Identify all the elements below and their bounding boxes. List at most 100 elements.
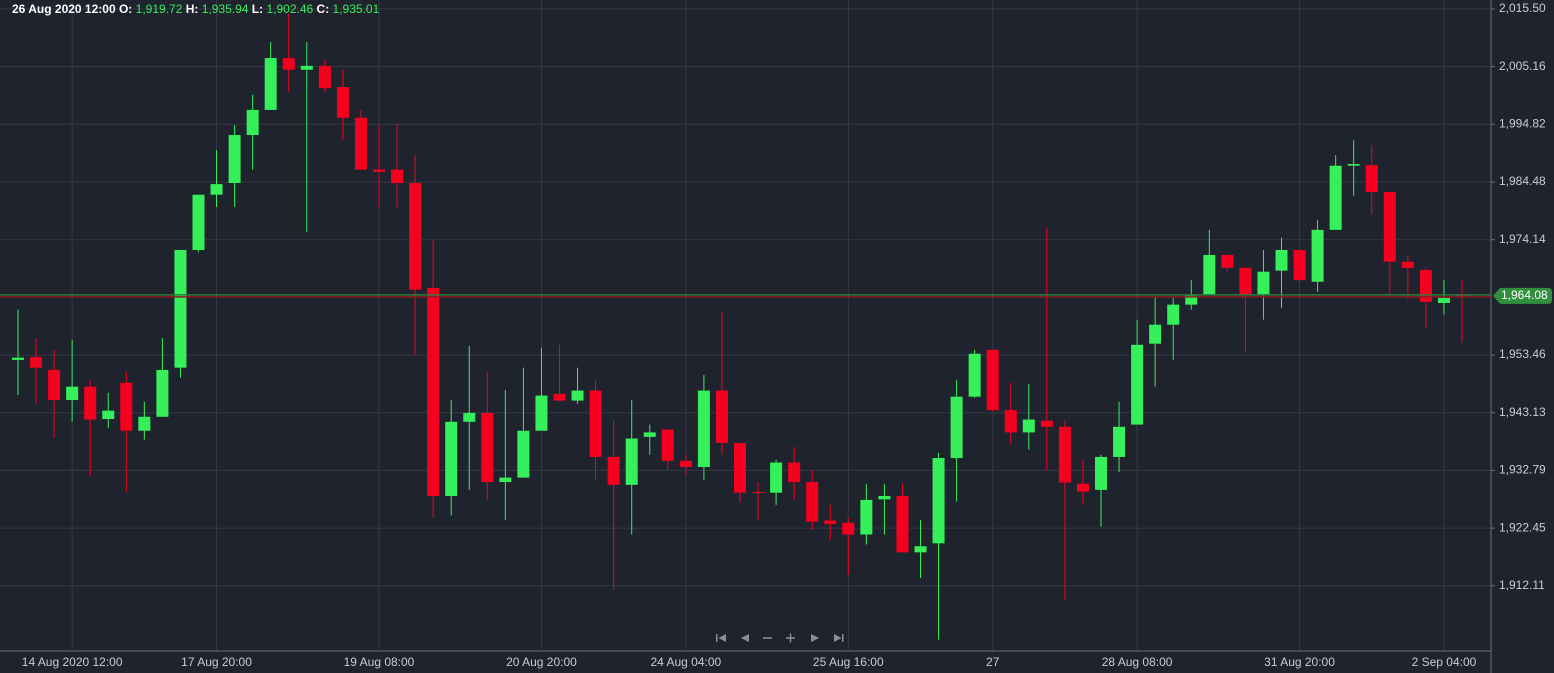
candle-body <box>66 386 79 401</box>
candle-body <box>1149 324 1162 344</box>
candle-body <box>1131 344 1144 425</box>
candle-body <box>84 386 97 420</box>
field-value: 1,919.72 <box>135 2 183 16</box>
candle-body <box>715 390 728 444</box>
candle-body <box>1401 261 1414 268</box>
y-tick-label: 1,922.45 <box>1499 520 1546 534</box>
y-tick-label: 1,984.48 <box>1499 174 1546 188</box>
candle-body <box>950 396 963 459</box>
y-tick-label: 2,015.50 <box>1499 1 1546 15</box>
candle-body <box>1203 254 1216 295</box>
candle-body <box>1040 420 1053 427</box>
y-tick-label: 1,932.79 <box>1499 463 1546 477</box>
candle-body <box>860 499 873 535</box>
candle-body <box>1221 254 1234 268</box>
nav-next[interactable] <box>811 634 819 642</box>
candle-body <box>427 287 440 497</box>
last-price-label: 1,964.08 <box>1501 288 1548 302</box>
candle-body <box>1167 304 1180 325</box>
candle-body <box>1022 419 1035 433</box>
candle-body <box>264 58 277 110</box>
candle-body <box>679 460 692 467</box>
candle-body <box>48 369 61 401</box>
y-tick-label: 1,912.11 <box>1499 578 1545 592</box>
candle-body <box>138 416 151 431</box>
x-tick-label: 19 Aug 08:00 <box>344 655 415 669</box>
candle-body <box>1095 456 1107 490</box>
candle-body <box>1275 249 1288 271</box>
candle-body <box>120 382 133 431</box>
candle-body <box>102 410 115 420</box>
candle-body <box>1293 249 1306 281</box>
y-tick-label: 1,943.13 <box>1499 405 1546 419</box>
field-value: 1,935.01 <box>332 2 380 16</box>
y-tick-label: 1,953.46 <box>1499 347 1546 361</box>
candle-body <box>1239 267 1252 295</box>
candle-body <box>30 357 43 368</box>
candle-body <box>571 390 584 401</box>
candle-body <box>734 443 746 493</box>
candle-body <box>697 390 710 467</box>
candle-body <box>336 87 349 118</box>
y-tick-label: 2,005.16 <box>1499 59 1546 73</box>
candle-body <box>481 412 494 483</box>
candle-body <box>318 65 331 89</box>
candle-body <box>1437 297 1450 303</box>
candle-body <box>824 520 837 524</box>
candle-body <box>589 390 602 457</box>
candle-body <box>1365 165 1378 192</box>
candle-body <box>986 349 999 411</box>
candle-body <box>1347 164 1360 166</box>
nav-first[interactable] <box>716 634 726 642</box>
field-value: 1,902.46 <box>266 2 314 16</box>
candle-body <box>282 58 295 70</box>
nav-prev[interactable] <box>741 634 749 642</box>
candle-body <box>156 369 169 417</box>
candle-body <box>896 496 909 553</box>
field-label: L: <box>251 2 264 16</box>
ohlc-header: 26 Aug 2020 12:00 O: 1,919.72 H: 1,935.9… <box>12 2 379 16</box>
candle-body <box>1383 191 1396 262</box>
candle-body <box>517 430 530 478</box>
candle-body <box>914 546 927 553</box>
candle-body <box>788 462 801 483</box>
y-tick-label: 1,974.14 <box>1499 232 1546 246</box>
x-tick-label: 25 Aug 16:00 <box>813 655 884 669</box>
candle-body <box>842 522 855 535</box>
candle-body <box>770 462 783 493</box>
candle-body <box>553 393 566 401</box>
candle-body <box>1257 271 1270 295</box>
candle-body <box>445 421 458 497</box>
candle-body <box>661 429 674 461</box>
x-tick-label: 27 <box>986 655 1000 669</box>
x-tick-label: 17 Aug 20:00 <box>181 655 252 669</box>
candle-body <box>463 412 476 422</box>
candle-body <box>1076 483 1089 492</box>
candle-body <box>12 357 24 360</box>
header-time: 26 Aug 2020 12:00 <box>12 2 116 16</box>
candle-body <box>391 169 404 184</box>
candle-body <box>1113 426 1126 457</box>
field-label: H: <box>185 2 199 16</box>
x-tick-label: 28 Aug 08:00 <box>1102 655 1173 669</box>
x-tick-label: 14 Aug 2020 12:00 <box>22 655 123 669</box>
candle-body <box>1185 295 1198 305</box>
candle-body <box>499 477 512 483</box>
candle-body <box>625 438 638 485</box>
x-tick-label: 24 Aug 04:00 <box>650 655 721 669</box>
field-label: O: <box>118 2 133 16</box>
nav-zoom-in[interactable] <box>786 633 795 643</box>
candle-body <box>1311 229 1324 282</box>
candle-body <box>228 135 241 184</box>
candle-body <box>752 492 765 494</box>
y-tick-label: 1,994.82 <box>1499 116 1546 130</box>
candle-body <box>932 458 945 544</box>
candle-body <box>878 496 891 500</box>
field-value: 1,935.94 <box>201 2 249 16</box>
candle-body <box>535 395 548 431</box>
nav-last[interactable] <box>834 634 844 642</box>
candle-body <box>373 169 385 172</box>
